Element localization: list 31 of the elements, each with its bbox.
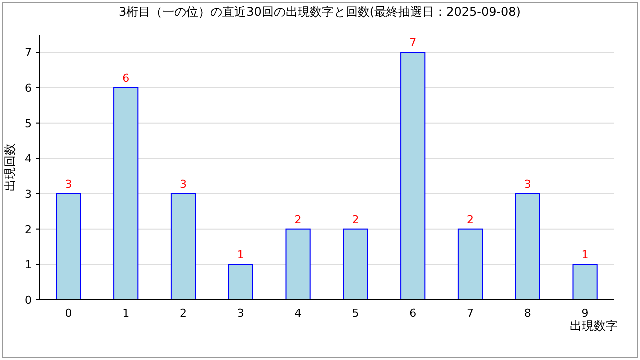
ytick: 0 <box>25 294 32 307</box>
label: 6 <box>122 72 130 85</box>
xtick: 5 <box>352 307 360 320</box>
ytick: 3 <box>25 188 32 201</box>
xtick: 3 <box>237 307 244 320</box>
label: 7 <box>410 36 417 50</box>
ytick: 6 <box>25 82 32 95</box>
label: 3 <box>180 178 187 191</box>
label: 2 <box>352 213 360 226</box>
label: 1 <box>237 248 244 262</box>
ytick: 7 <box>25 46 32 60</box>
label: 2 <box>467 213 474 226</box>
xtick: 7 <box>467 307 474 320</box>
xlabel: 出現数字 <box>570 319 618 333</box>
label: 3 <box>524 178 532 191</box>
ylabel: 出現回数 <box>3 144 17 192</box>
xtick: 8 <box>524 307 532 320</box>
label: 1 <box>582 248 589 262</box>
xtick: 2 <box>180 307 187 320</box>
label: 2 <box>294 213 302 226</box>
ytick: 2 <box>25 223 32 236</box>
xtick: 1 <box>122 307 130 320</box>
ytick: 5 <box>25 117 32 130</box>
xtick: 9 <box>582 307 589 320</box>
xtick: 4 <box>294 307 302 320</box>
ytick: 4 <box>25 152 32 166</box>
xtick: 0 <box>65 307 72 320</box>
xtick: 6 <box>410 307 417 320</box>
title: 3桁目（一の位）の直近30回の出現数字と回数(最終抽選日：2025-09-08) <box>119 5 521 19</box>
ytick: 1 <box>25 258 32 272</box>
label: 3 <box>65 178 72 191</box>
